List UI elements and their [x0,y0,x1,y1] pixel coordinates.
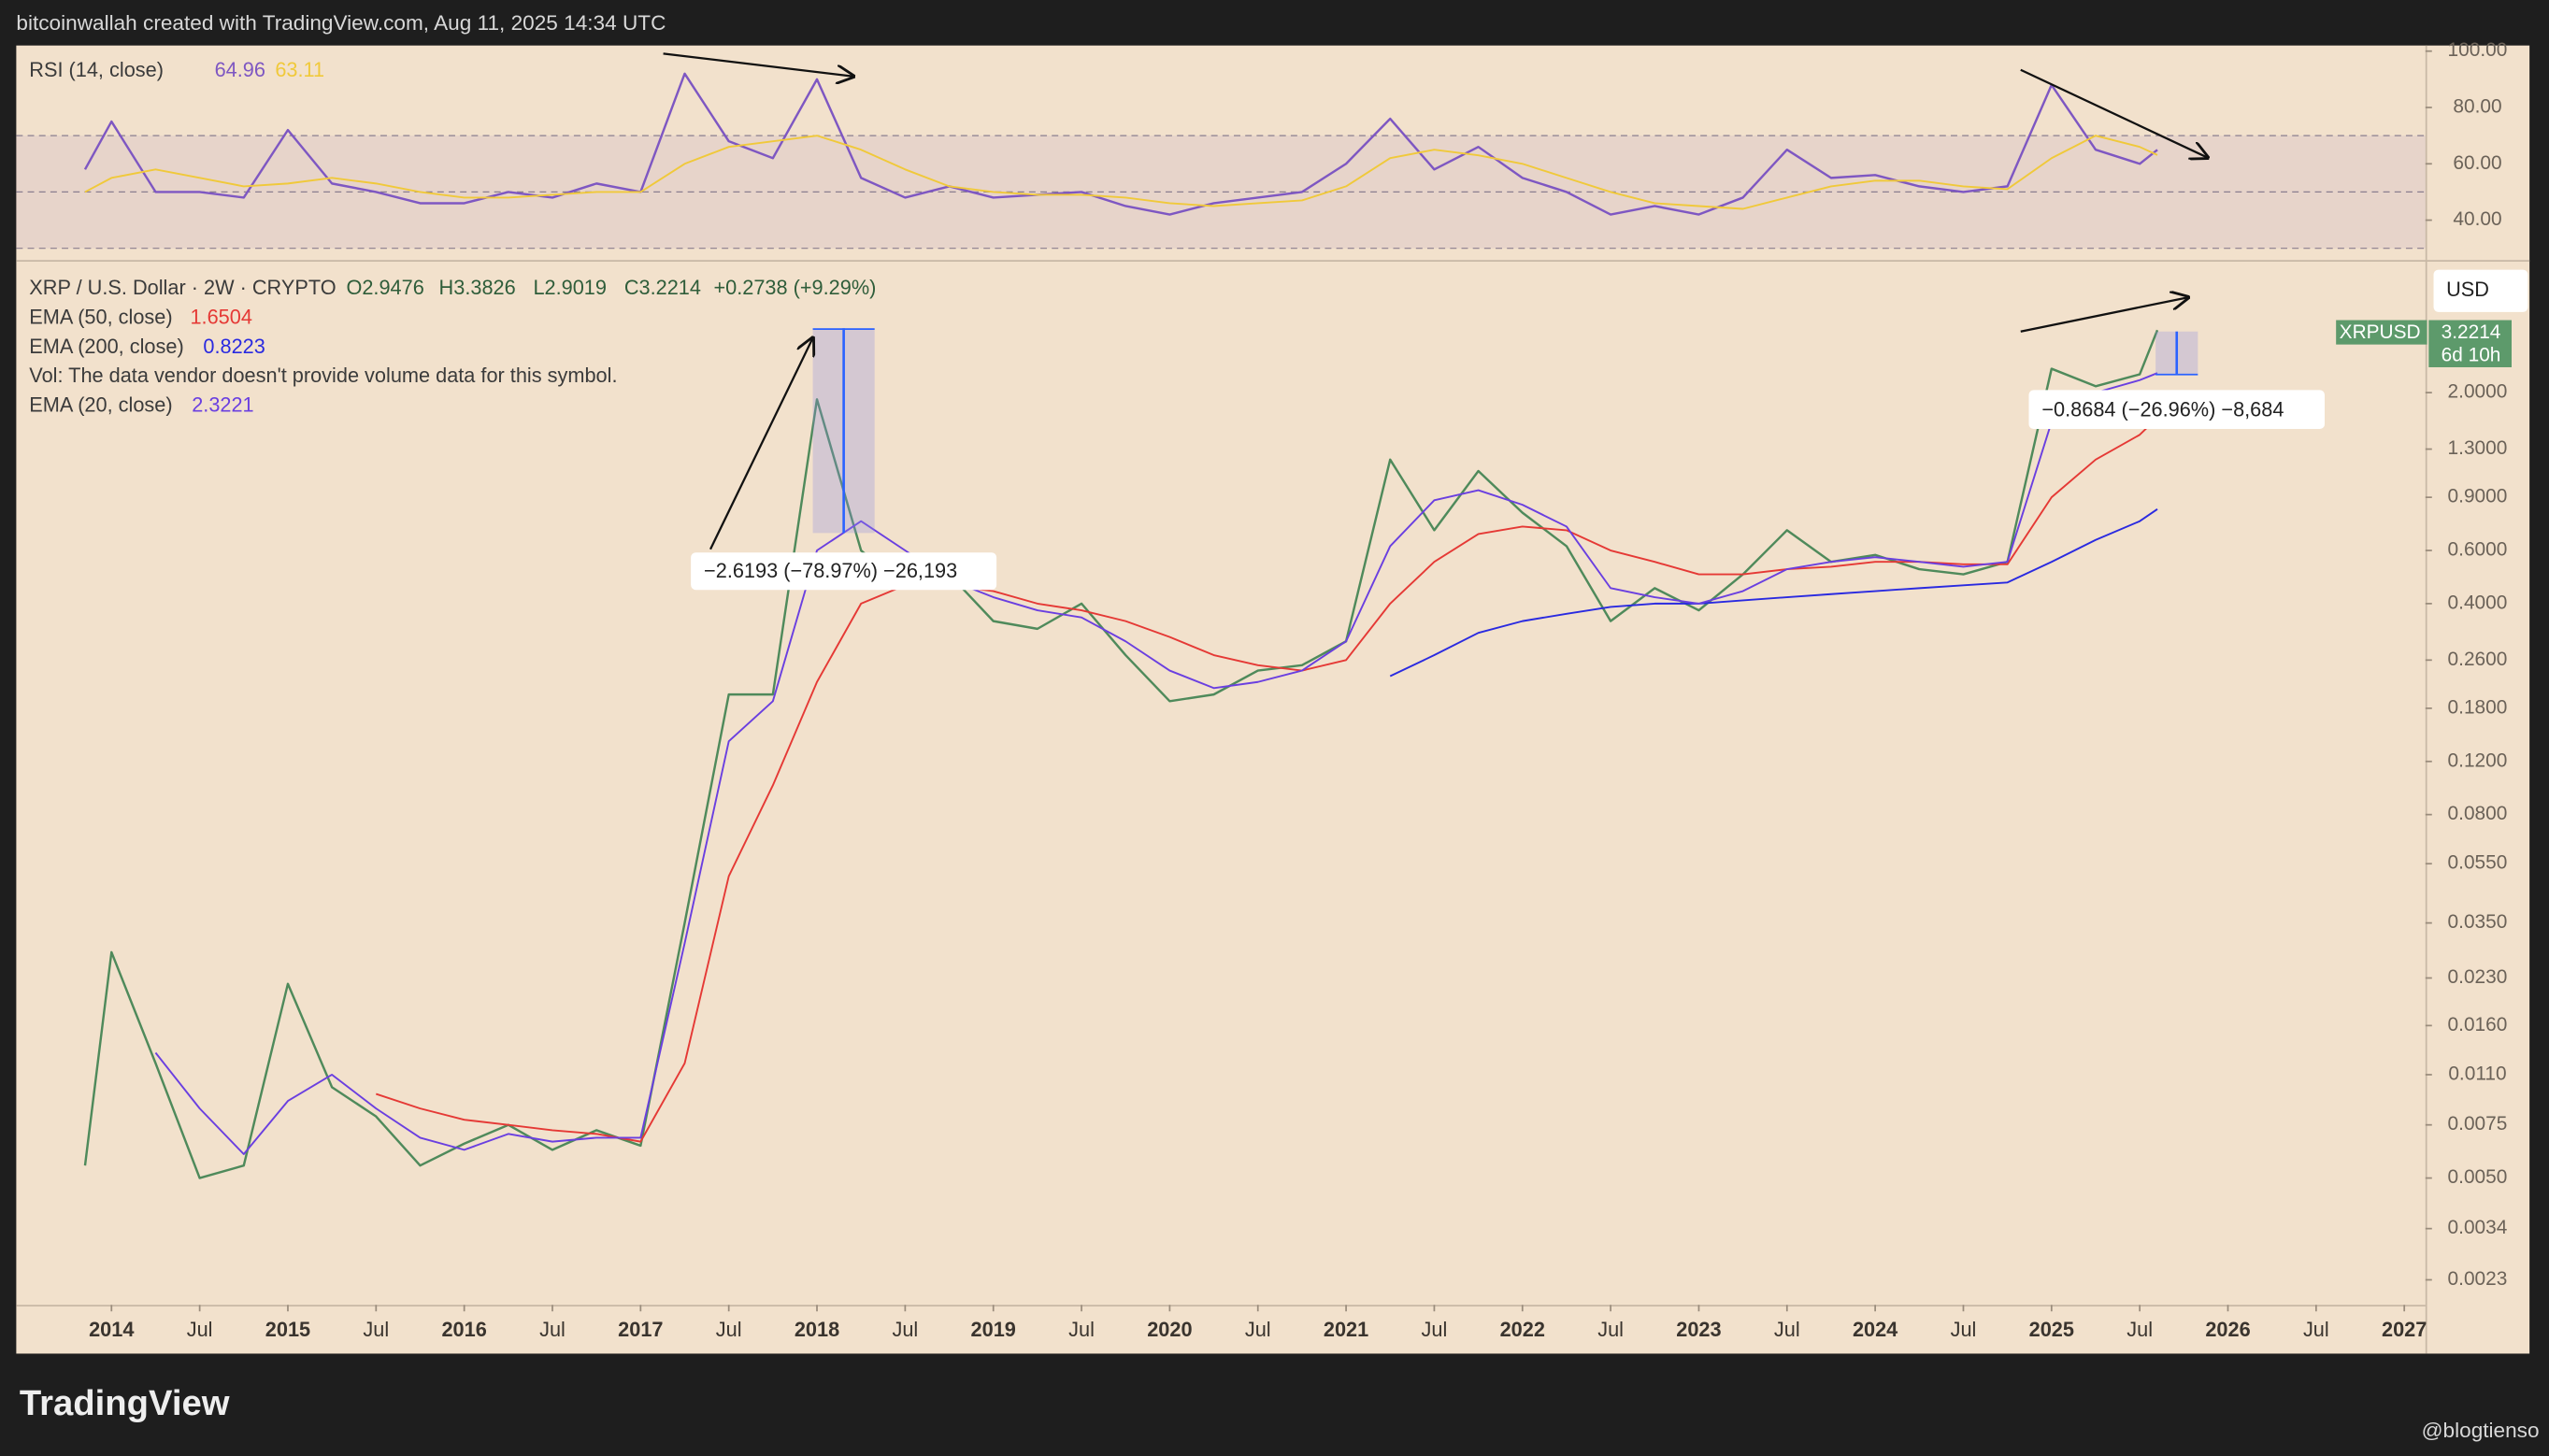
x-tick-label: 2022 [1500,1318,1545,1341]
legend-label: EMA (20, close) [29,393,172,416]
header: bitcoinwallah created with TradingView.c… [16,11,666,35]
x-tick-label: 2027 [2382,1318,2427,1341]
x-tick-label: Jul [1951,1318,1977,1341]
x-tick-label: Jul [716,1318,742,1341]
x-tick-label: 2019 [971,1318,1016,1341]
measure-label-box [2028,390,2325,430]
measure-label: −0.8684 (−26.96%) −8,684 [2041,398,2284,421]
change: +0.2738 (+9.29%) [713,276,876,299]
y-tick-label: 80.00 [2453,96,2501,118]
y-tick-label: 0.1200 [2448,749,2508,771]
y-tick-label: 0.0110 [2448,1063,2506,1084]
legend-label: RSI (14, close) [29,58,164,81]
y-tick-label: 0.0075 [2448,1113,2508,1135]
y-tick-label: 0.0034 [2448,1217,2508,1238]
legend-value: 0.8223 [203,335,265,358]
y-tick-label: 60.00 [2453,152,2501,174]
currency[interactable]: USD [2446,278,2489,301]
volume-note: Vol: The data vendor doesn't provide vol… [29,364,617,387]
price-tag [2428,320,2512,367]
y-tick-label: 2.0000 [2448,381,2508,403]
x-tick-label: 2021 [1324,1318,1368,1341]
y-tick-label: 0.0350 [2448,911,2508,933]
y-tick-label: 1.3000 [2448,437,2508,459]
logo: TradingView [20,1383,230,1423]
ohlc: H3.3826 [439,276,516,299]
measure-label-box [691,552,997,591]
y-tick-label: 100.00 [2448,39,2508,61]
x-tick-label: 2023 [1676,1318,1721,1341]
x-tick-label: 2018 [795,1318,839,1341]
symbol-tag-text: XRPUSD [2340,321,2421,343]
y-tick-label: 0.1800 [2448,696,2508,718]
x-tick-label: Jul [1245,1318,1271,1341]
series-line [84,135,2158,210]
currency-box[interactable] [2433,269,2528,312]
plot: 100.00 80.00 60.00 40.00 2.0000 1.3000 0.9000 0… [16,39,2507,1341]
y-tick-label: 0.0160 [2448,1014,2508,1035]
y-tick-label: 40.00 [2453,208,2501,230]
x-tick-label: Jul [892,1318,918,1341]
x-tick-label: Jul [1068,1318,1095,1341]
x-tick-label: 2026 [2205,1318,2250,1341]
x-tick-label: 2014 [89,1318,134,1341]
x-tick-label: 2015 [265,1318,310,1341]
y-tick-label: 0.2600 [2448,649,2508,670]
ohlc: O2.9476 [346,276,423,299]
price-tag-text: 3.2214 [2442,321,2501,343]
arrow [663,52,853,76]
legend-value: 64.96 [215,58,265,81]
symbol-title: XRP / U.S. Dollar · 2W · CRYPTO [29,276,336,299]
x-tick-label: 2020 [1147,1318,1192,1341]
y-tick-label: 0.0550 [2448,852,2508,874]
credit: @blogtienso [2422,1419,2540,1442]
x-tick-label: 2024 [1853,1318,1897,1341]
y-tick-label: 0.0023 [2448,1268,2508,1290]
series-line [154,372,2158,1155]
panel [16,45,2530,1354]
x-tick-label: Jul [187,1318,213,1341]
ohlc: L2.9019 [533,276,607,299]
legend-value: 1.6504 [190,306,251,329]
measure-label: −2.6193 (−78.97%) −26,193 [704,559,957,582]
countdown: 6d 10h [2442,344,2501,365]
y-tick-label: 0.4000 [2448,592,2508,613]
legend-label: EMA (200, close) [29,335,183,358]
y-tick-label: 0.0230 [2448,966,2508,988]
legend-label: EMA (50, close) [29,306,172,329]
x-tick-label: 2016 [441,1318,486,1341]
x-tick-label: Jul [2127,1318,2153,1341]
x-tick-label: Jul [1422,1318,1448,1341]
arrow [709,338,813,550]
x-tick-label: 2017 [618,1318,663,1341]
legend-value: 2.3221 [192,393,253,416]
legend-value: 63.11 [275,58,324,81]
x-tick-label: Jul [539,1318,566,1341]
ohlc: C3.2214 [624,276,701,299]
y-tick-label: 0.0050 [2448,1166,2508,1188]
arrow [2020,297,2188,333]
y-tick-label: 0.9000 [2448,486,2508,507]
y-tick-label: 0.6000 [2448,539,2508,561]
series-line [1389,508,2158,678]
symbol-tag [2336,320,2427,345]
y-tick-label: 0.0800 [2448,803,2508,824]
x-tick-label: Jul [1774,1318,1800,1341]
x-tick-label: Jul [2303,1318,2329,1341]
x-tick-label: 2025 [2029,1318,2074,1341]
series-line [83,72,2158,216]
x-tick-label: Jul [1597,1318,1624,1341]
arrow [2020,68,2208,158]
x-tick-label: Jul [363,1318,389,1341]
series-line [376,417,2158,1143]
